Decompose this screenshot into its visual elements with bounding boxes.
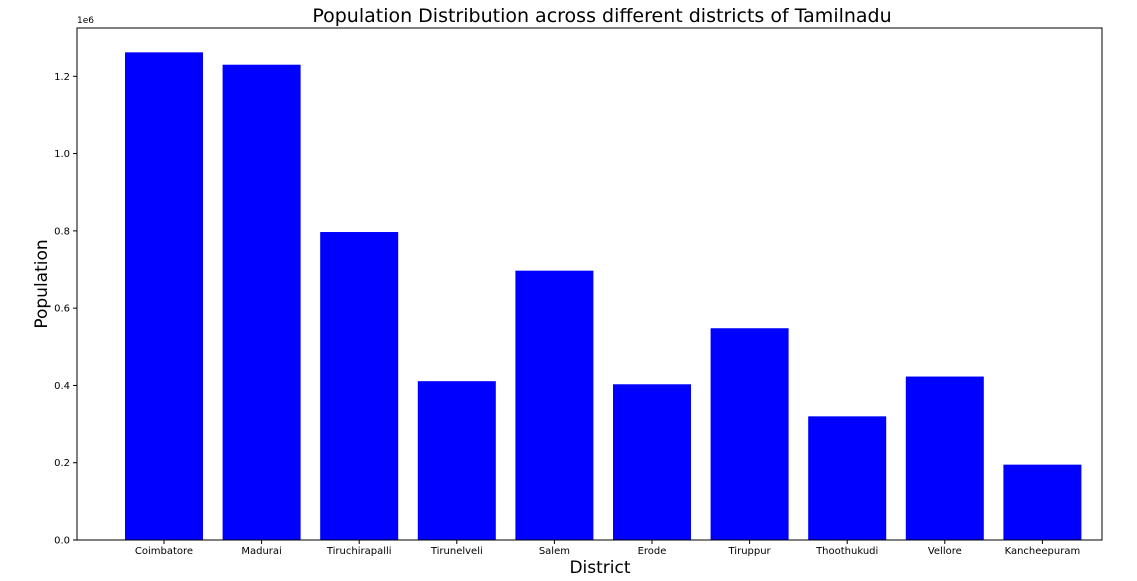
y-tick-label: 1.0 [54,149,70,160]
x-tick-label: Tiruchirapalli [326,546,392,557]
chart-title: Population Distribution across different… [312,5,891,27]
bar-kancheepuram [1003,464,1082,540]
x-tick-label: Vellore [928,546,962,557]
x-axis-ticks: Coimbatore Madurai Tiruchirapalli Tirunelve… [135,540,1080,557]
y-axis-label: Population [32,239,52,328]
x-tick-label: Salem [539,546,570,557]
x-axis-label: District [569,558,630,578]
y-tick-label: 1.2 [54,72,70,83]
bar-tiruchirapalli [320,232,399,541]
x-tick-label: Tiruppur [728,546,772,557]
bar-tirunelveli [417,381,496,540]
x-tick-label: Kancheepuram [1005,546,1081,557]
x-tick-label: Coimbatore [135,546,193,557]
bar-madurai [222,64,301,540]
bar-thoothukudi [808,416,887,540]
y-tick-label: 0.0 [54,536,70,547]
bar-salem [515,270,594,540]
bar-erode [613,384,691,540]
bar-vellore [905,376,984,540]
x-tick-label: Madurai [241,546,281,557]
x-tick-label: Thoothukudi [815,546,878,557]
y-tick-label: 0.4 [54,381,70,392]
x-tick-label: Erode [638,546,667,557]
y-tick-label: 0.6 [54,304,70,315]
bar-coimbatore [125,52,203,541]
bar-tiruppur [710,328,789,540]
y-tick-label: 0.2 [54,458,70,469]
y-axis-offset-label: 1e6 [77,16,94,26]
bars-group [125,52,1082,541]
y-axis-ticks: 0.0 0.2 0.4 0.6 0.8 1.0 1.2 [54,72,77,547]
x-tick-label: Tirunelveli [430,546,483,557]
plot-frame [76,27,1103,541]
y-tick-label: 0.8 [54,226,70,237]
